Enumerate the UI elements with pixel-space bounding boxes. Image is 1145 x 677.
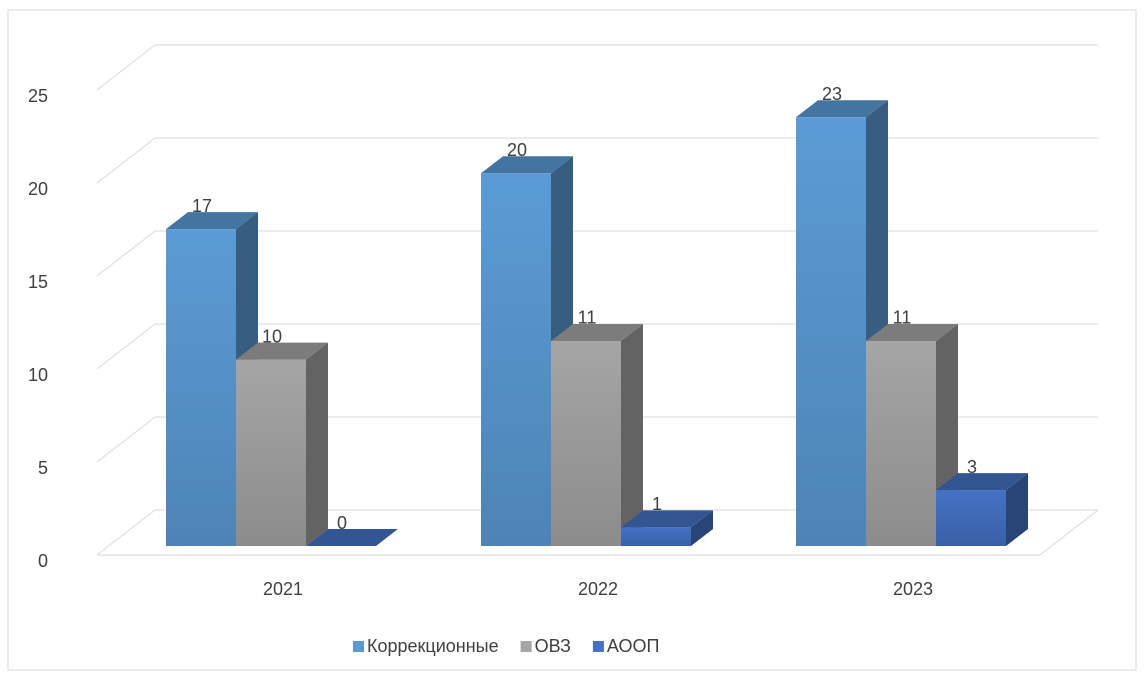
bar-top	[866, 323, 958, 341]
legend-label: ОВЗ	[535, 636, 571, 656]
bar	[551, 323, 643, 546]
y-tick-label: 10	[28, 365, 48, 385]
data-label: 11	[893, 308, 912, 328]
bar-top	[551, 323, 643, 341]
data-label: 11	[578, 308, 597, 328]
bar-top	[936, 473, 1028, 491]
bar	[936, 473, 1028, 546]
bar	[236, 342, 328, 546]
bar-top	[306, 529, 398, 546]
bar-side	[1006, 473, 1028, 546]
legend-label: АООП	[607, 636, 660, 656]
bar-front	[236, 359, 306, 546]
y-tick-label: 15	[28, 272, 48, 292]
floor-right	[1039, 509, 1099, 556]
x-tick-label: 2023	[893, 579, 933, 599]
legend-swatch	[353, 641, 364, 652]
grid-line-side	[96, 230, 156, 277]
bar-front	[166, 229, 236, 546]
data-label: 1	[652, 494, 662, 514]
y-tick-label: 20	[28, 179, 48, 199]
y-tick-label: 25	[28, 86, 48, 106]
grid-line-side	[96, 323, 156, 370]
legend-label: Коррекционные	[367, 636, 499, 656]
x-tick-label: 2022	[578, 579, 618, 599]
data-label: 3	[967, 457, 977, 477]
bar	[306, 529, 398, 546]
grid-line-side	[96, 137, 156, 184]
bar	[166, 212, 258, 546]
bar-top	[236, 342, 328, 360]
y-tick-label: 5	[38, 458, 48, 478]
bar	[796, 100, 888, 546]
bar-side	[621, 323, 643, 546]
x-tick-label: 2021	[263, 579, 303, 599]
grid-line-side	[96, 44, 156, 91]
data-label: 10	[262, 326, 282, 346]
bar-top	[166, 212, 258, 230]
bar-front	[621, 527, 691, 546]
grid-line-side	[96, 509, 156, 556]
bar-top	[481, 156, 573, 174]
grid-line-side	[96, 416, 156, 463]
bar-front	[796, 117, 866, 546]
bar-side	[306, 342, 328, 546]
data-label: 0	[337, 513, 347, 533]
bar-top	[796, 100, 888, 118]
data-label: 17	[192, 196, 212, 216]
bar	[621, 510, 713, 546]
bar-side	[691, 510, 713, 546]
legend-swatch	[592, 641, 604, 652]
data-label: 20	[507, 140, 527, 160]
bar-front	[866, 340, 936, 546]
bar-front	[551, 340, 621, 546]
legend-swatch	[520, 641, 532, 652]
data-label: 23	[822, 84, 842, 104]
bar-front	[936, 490, 1006, 546]
bar-top	[621, 510, 713, 528]
bar-front	[481, 173, 551, 546]
y-tick-label: 0	[38, 551, 48, 571]
